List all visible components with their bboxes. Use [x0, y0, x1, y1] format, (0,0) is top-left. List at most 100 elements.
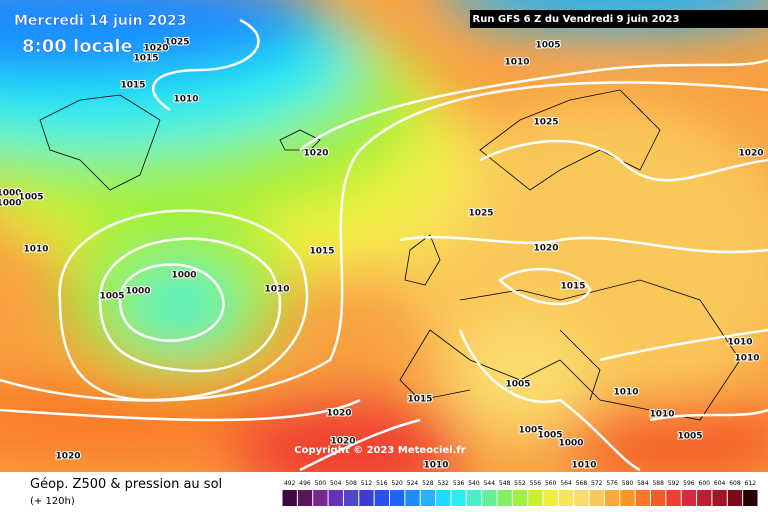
isobar-label: 1020	[326, 409, 351, 419]
isobar-label: 1000	[0, 189, 22, 199]
legend-swatch	[543, 490, 558, 506]
isobar-label: 1005	[505, 380, 530, 390]
legend-swatch	[666, 490, 681, 506]
legend-swatch	[727, 490, 743, 506]
legend-swatch	[343, 490, 359, 506]
isobar-label: 1005	[677, 432, 702, 442]
isobar-label: 1010	[649, 410, 674, 420]
legend-swatch	[681, 490, 697, 506]
legend-label: 540	[468, 480, 480, 487]
legend-label: 552	[514, 480, 526, 487]
forecast-time: 8:00 locale	[22, 36, 133, 57]
isobar-label: 1015	[120, 81, 145, 91]
isobar-label: 1010	[423, 461, 448, 471]
isobar-label: 1005	[518, 426, 543, 436]
isobar-label: 1000	[171, 271, 196, 281]
isobar-label: 1020	[330, 437, 355, 447]
isobar-label: 1000	[0, 199, 22, 209]
legend-swatch	[497, 490, 512, 506]
legend-swatch	[466, 490, 482, 506]
isobar-label: 1010	[264, 285, 289, 295]
legend-label: 576	[606, 480, 618, 487]
legend-label: 612	[745, 480, 757, 487]
legend-swatch	[328, 490, 343, 506]
legend-label: 556	[530, 480, 542, 487]
isobar-labels: 1025 1020 1015 1015 1010 1005 1010 1025 …	[0, 37, 765, 472]
isobar-label: 1010	[613, 388, 638, 398]
legend-label: 508	[345, 480, 357, 487]
legend-label: 596	[683, 480, 695, 487]
legend-swatch	[482, 490, 497, 506]
legend-label: 560	[545, 480, 557, 487]
legend-label: 500	[315, 480, 327, 487]
legend-swatch	[282, 490, 297, 506]
legend-label: 524	[407, 480, 419, 487]
legend-swatch	[297, 490, 313, 506]
isobar-label: 1010	[23, 245, 48, 255]
legend-label: 588	[652, 480, 664, 487]
map-area: 1025 1020 1015 1015 1010 1005 1010 1025 …	[0, 0, 768, 472]
isobars	[0, 18, 768, 472]
isobar-label: 1010	[571, 461, 596, 471]
isobar-label: 1025	[164, 38, 189, 48]
legend-swatch	[528, 490, 543, 506]
run-box	[470, 10, 768, 28]
legend-swatch	[651, 490, 666, 506]
legend-label: 504	[330, 480, 342, 487]
isobar-label: 1015	[407, 395, 432, 405]
legend-label: 584	[637, 480, 649, 487]
isobar-label: 1010	[734, 354, 759, 364]
isobar-label: 1010	[173, 95, 198, 105]
legend-label: 520	[391, 480, 403, 487]
legend-swatch	[743, 490, 758, 506]
legend-label: 496	[299, 480, 311, 487]
isobar-label: 1010	[504, 58, 529, 68]
isobar-label: 1005	[99, 292, 124, 302]
legend-label: 568	[576, 480, 588, 487]
legend-label: 516	[376, 480, 388, 487]
legend-swatch	[359, 490, 374, 506]
isobar-label: 1005	[537, 431, 562, 441]
isobar-label: 1020	[143, 44, 168, 54]
legend-swatch	[604, 490, 620, 506]
isobar-label: 1020	[738, 149, 763, 159]
legend-swatch	[635, 490, 651, 506]
legend-swatch	[512, 490, 528, 506]
copyright: Copyright © 2023 Meteociel.fr	[294, 445, 465, 456]
isobar-label: 1000	[125, 287, 150, 297]
legend-label: 544	[484, 480, 496, 487]
legend-label: 536	[453, 480, 465, 487]
legend-label: 564	[560, 480, 572, 487]
legend-swatch	[313, 490, 328, 506]
legend-swatch	[574, 490, 589, 506]
legend-swatch	[697, 490, 712, 506]
legend-label: 580	[622, 480, 634, 487]
isobar-label: 1015	[560, 282, 585, 292]
isobar-label: 1005	[18, 193, 43, 203]
legend-swatch	[374, 490, 389, 506]
legend-label: 492	[284, 480, 296, 487]
isobar-label: 1005	[535, 41, 560, 51]
legend-swatch	[712, 490, 727, 506]
footer-title: Géop. Z500 & pression au sol	[30, 477, 222, 492]
legend-label: 512	[361, 480, 373, 487]
color-legend: 492 496 500 504 508 512 516 520 524 528 532 536 540 5…	[282, 480, 758, 506]
legend-label: 592	[668, 480, 680, 487]
isobar-label: 1020	[533, 244, 558, 254]
legend-label: 528	[422, 480, 434, 487]
run-info: Run GFS 6 Z du Vendredi 9 juin 2023	[473, 14, 680, 25]
isobar-label: 1015	[309, 247, 334, 257]
legend-swatch	[436, 490, 451, 506]
isobar-label: 1020	[303, 149, 328, 159]
legend-swatch	[589, 490, 604, 506]
legend-label: 600	[699, 480, 711, 487]
isobar-label: 1010	[727, 338, 752, 348]
footer-lead: (+ 120h)	[30, 496, 75, 507]
legend-label: 604	[714, 480, 726, 487]
isobar-label: 1000	[558, 439, 583, 449]
legend-label: 532	[437, 480, 449, 487]
legend-label: 572	[591, 480, 603, 487]
legend-swatch	[420, 490, 436, 506]
forecast-date: Mercredi 14 juin 2023	[14, 13, 186, 29]
